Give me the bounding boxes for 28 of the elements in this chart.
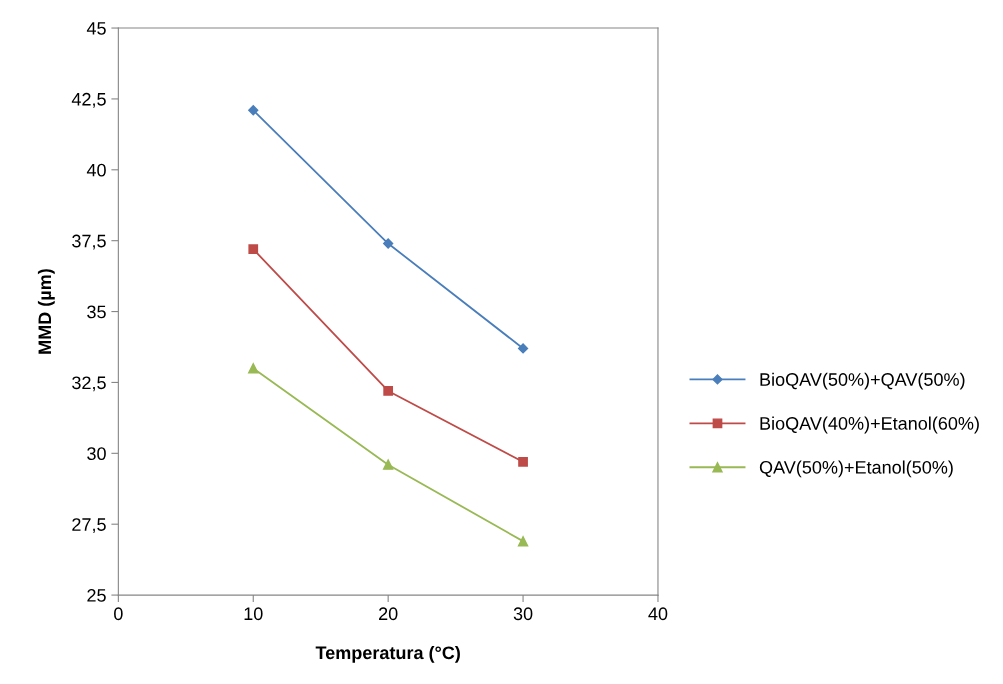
point xyxy=(517,536,529,547)
y-tick-label: 42,5 xyxy=(71,92,106,108)
y-tick-label: 40 xyxy=(86,163,106,177)
y-tick-label: 32,5 xyxy=(72,376,106,392)
point xyxy=(248,244,259,255)
legend-label: BioQAV(40%)+Etanol(60%) xyxy=(760,416,979,434)
y-tick-label: 30 xyxy=(87,447,106,461)
x-axis-title: Temperatura (°C) xyxy=(315,645,460,663)
point xyxy=(518,456,528,467)
point xyxy=(248,105,259,116)
y-tick-label: 35 xyxy=(87,305,106,319)
point xyxy=(382,459,394,470)
legend-label: QAV(50%)+Etanol(50%) xyxy=(759,460,953,478)
point xyxy=(383,238,394,249)
point xyxy=(248,363,259,374)
legend-label: BioQAV(50%)+QAV(50%) xyxy=(760,372,965,390)
y-tick-label: 45 xyxy=(86,22,106,35)
point xyxy=(517,343,529,354)
y-tick-label: 27,5 xyxy=(72,518,106,534)
x-tick-label: 10 xyxy=(244,607,263,621)
y-tick-label: 25 xyxy=(87,589,106,602)
x-tick-label: 30 xyxy=(513,607,533,621)
x-tick-label: 0 xyxy=(114,607,123,621)
x-tick-label: 40 xyxy=(648,607,668,621)
point xyxy=(383,386,394,396)
y-tick-label: 37,5 xyxy=(72,234,106,250)
x-tick-label: 20 xyxy=(379,607,398,621)
y-axis-title: MMD (µm) xyxy=(37,269,55,354)
